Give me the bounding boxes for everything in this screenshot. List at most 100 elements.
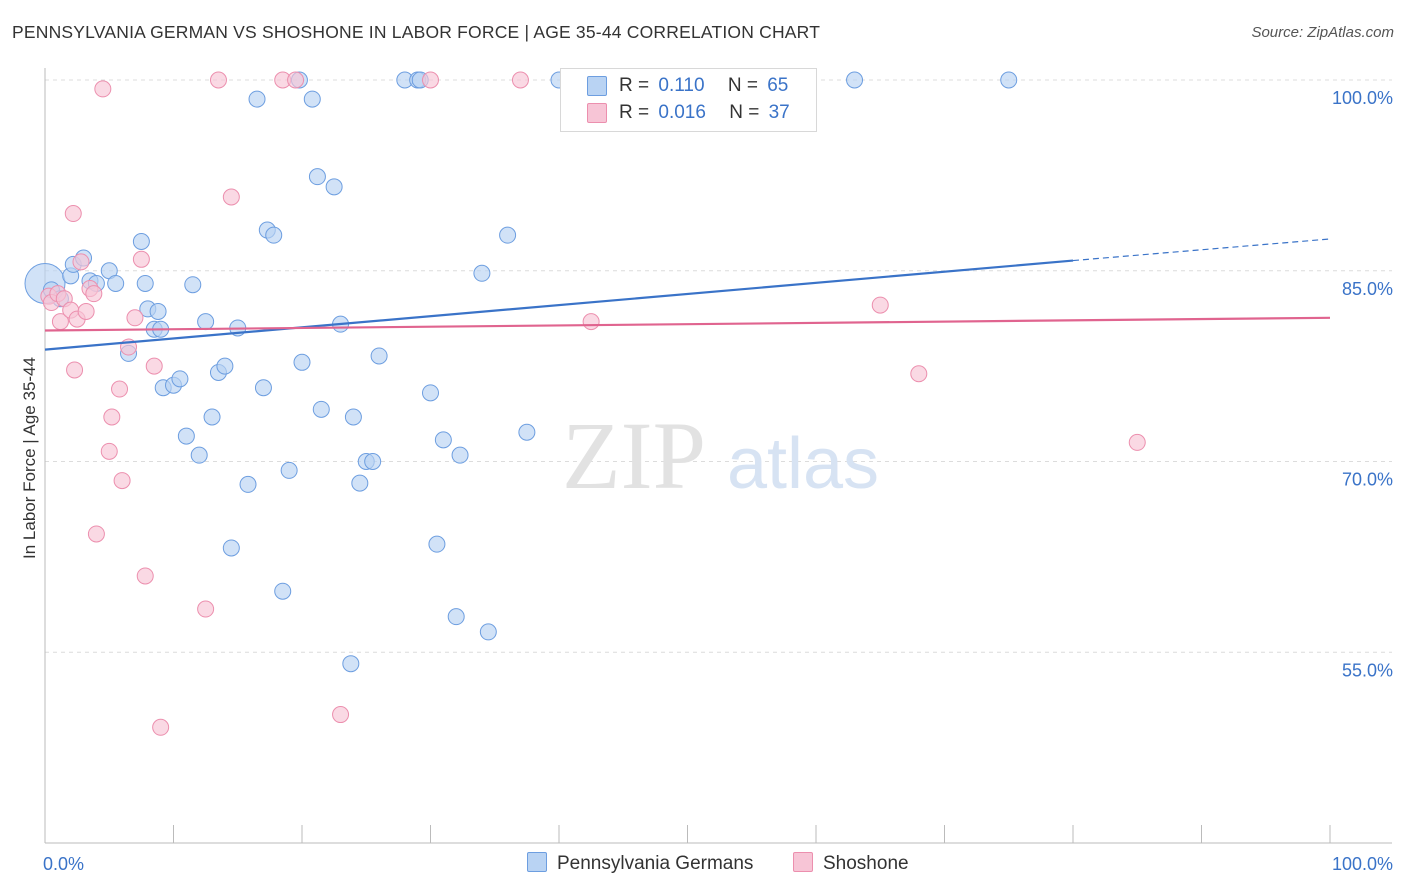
pink-swatch (587, 102, 607, 123)
legend-item-shoshone[interactable]: Shoshone (793, 852, 909, 875)
data-point-shoshone (332, 706, 350, 724)
stats-legend: R = 0.110 N = 65 R = 0.016 N = 37 (560, 68, 817, 132)
data-point-shoshone (287, 71, 305, 89)
data-point-pennsylvania-german (344, 408, 362, 426)
data-point-pennsylvania-german (197, 313, 215, 331)
legend-row-pennsylvania-germans: R = 0.110 N = 65 (587, 75, 788, 99)
data-point-pennsylvania-german (248, 90, 266, 108)
data-point-pennsylvania-german (499, 226, 517, 244)
legend-row-shoshone: R = 0.016 N = 37 (587, 102, 790, 126)
data-point-pennsylvania-german (190, 446, 208, 464)
x-tick-label: 100.0% (1332, 854, 1393, 874)
data-point-pennsylvania-german (280, 461, 298, 479)
y-tick-label: 70.0% (1342, 470, 1393, 490)
data-point-pennsylvania-german (203, 408, 221, 426)
data-point-pennsylvania-german (846, 71, 864, 89)
legend-n-value: 37 (768, 102, 790, 123)
data-point-pennsylvania-german (177, 427, 195, 445)
data-point-pennsylvania-german (132, 233, 150, 251)
data-point-shoshone (1128, 433, 1146, 451)
data-point-shoshone (111, 380, 129, 398)
data-point-pennsylvania-german (351, 474, 369, 492)
data-point-pennsylvania-german (149, 302, 167, 320)
trend-line-pink (44, 316, 1331, 332)
data-point-pennsylvania-german (1000, 71, 1018, 89)
legend-item-label: Pennsylvania Germans (557, 853, 754, 874)
data-point-pennsylvania-german (479, 623, 497, 641)
data-point-shoshone (103, 408, 121, 426)
legend-r-label: R = (619, 75, 650, 96)
data-point-pennsylvania-german (171, 370, 189, 388)
data-point-shoshone (152, 718, 170, 736)
blue-swatch (587, 75, 607, 96)
data-point-pennsylvania-german (451, 446, 469, 464)
data-point-shoshone (871, 296, 889, 314)
watermark-atlas: atlas (727, 424, 879, 504)
data-point-shoshone (197, 600, 215, 618)
data-point-pennsylvania-german (308, 168, 326, 186)
data-point-pennsylvania-german (342, 655, 360, 673)
data-point-shoshone (64, 205, 82, 223)
data-point-pennsylvania-german (107, 274, 125, 292)
trend-line-blue (44, 259, 1074, 351)
data-point-shoshone (582, 313, 600, 331)
data-point-shoshone (222, 188, 240, 206)
legend-n-value: 65 (767, 75, 789, 96)
chart-title: PENNSYLVANIA GERMAN VS SHOSHONE IN LABOR… (12, 22, 821, 42)
series-legend: Pennsylvania Germans Shoshone (0, 852, 1406, 878)
data-point-shoshone (422, 71, 439, 89)
data-point-shoshone (100, 442, 118, 460)
data-point-pennsylvania-german (254, 379, 272, 397)
data-point-pennsylvania-german (293, 353, 311, 371)
data-point-pennsylvania-german (274, 582, 292, 600)
data-point-shoshone (145, 357, 163, 375)
data-point-pennsylvania-german (239, 475, 257, 493)
data-point-shoshone (136, 567, 154, 585)
data-point-shoshone (87, 525, 105, 543)
data-point-pennsylvania-german (364, 453, 382, 470)
watermark-zip: ZIP (562, 402, 706, 509)
data-point-shoshone (85, 285, 103, 303)
data-point-pennsylvania-german (447, 608, 465, 626)
data-point-pennsylvania-german (216, 357, 234, 375)
data-point-pennsylvania-german (325, 178, 343, 196)
data-point-shoshone (910, 365, 928, 383)
legend-r-value: 0.016 (658, 102, 706, 123)
data-point-shoshone (126, 309, 144, 327)
data-point-pennsylvania-german (428, 535, 446, 553)
data-point-pennsylvania-german (136, 274, 154, 292)
y-tick-label: 85.0% (1342, 279, 1393, 299)
legend-n-label: N = (729, 102, 760, 123)
data-point-shoshone (132, 250, 150, 268)
legend-item-pennsylvania-germans[interactable]: Pennsylvania Germans (527, 852, 753, 875)
x-tick-label: 0.0% (43, 854, 84, 874)
legend-r-label: R = (619, 102, 650, 123)
data-point-pennsylvania-german (265, 226, 283, 244)
legend-n-label: N = (727, 75, 758, 96)
data-point-shoshone (209, 71, 227, 89)
blue-swatch (527, 852, 547, 872)
data-point-pennsylvania-german (518, 423, 536, 441)
data-point-shoshone (66, 361, 84, 379)
data-point-pennsylvania-german (422, 384, 439, 402)
data-point-pennsylvania-german (473, 264, 491, 282)
data-point-pennsylvania-german (370, 347, 388, 365)
legend-r-value: 0.110 (658, 75, 705, 96)
data-point-shoshone (77, 302, 95, 320)
data-point-pennsylvania-german (184, 276, 202, 294)
trend-line-extension (1072, 238, 1331, 262)
data-point-pennsylvania-german (222, 539, 240, 557)
pink-swatch (793, 852, 813, 872)
y-tick-label: 100.0% (1332, 88, 1393, 108)
data-point-shoshone (511, 71, 529, 89)
data-point-pennsylvania-german (312, 400, 330, 418)
legend-item-label: Shoshone (823, 853, 909, 874)
data-point-shoshone (72, 253, 90, 271)
y-tick-label: 55.0% (1342, 660, 1393, 680)
data-point-pennsylvania-german (434, 431, 452, 449)
data-point-shoshone (94, 80, 112, 98)
data-point-shoshone (113, 472, 131, 490)
source-credit: Source: ZipAtlas.com (1251, 24, 1394, 41)
data-point-pennsylvania-german (303, 90, 321, 108)
